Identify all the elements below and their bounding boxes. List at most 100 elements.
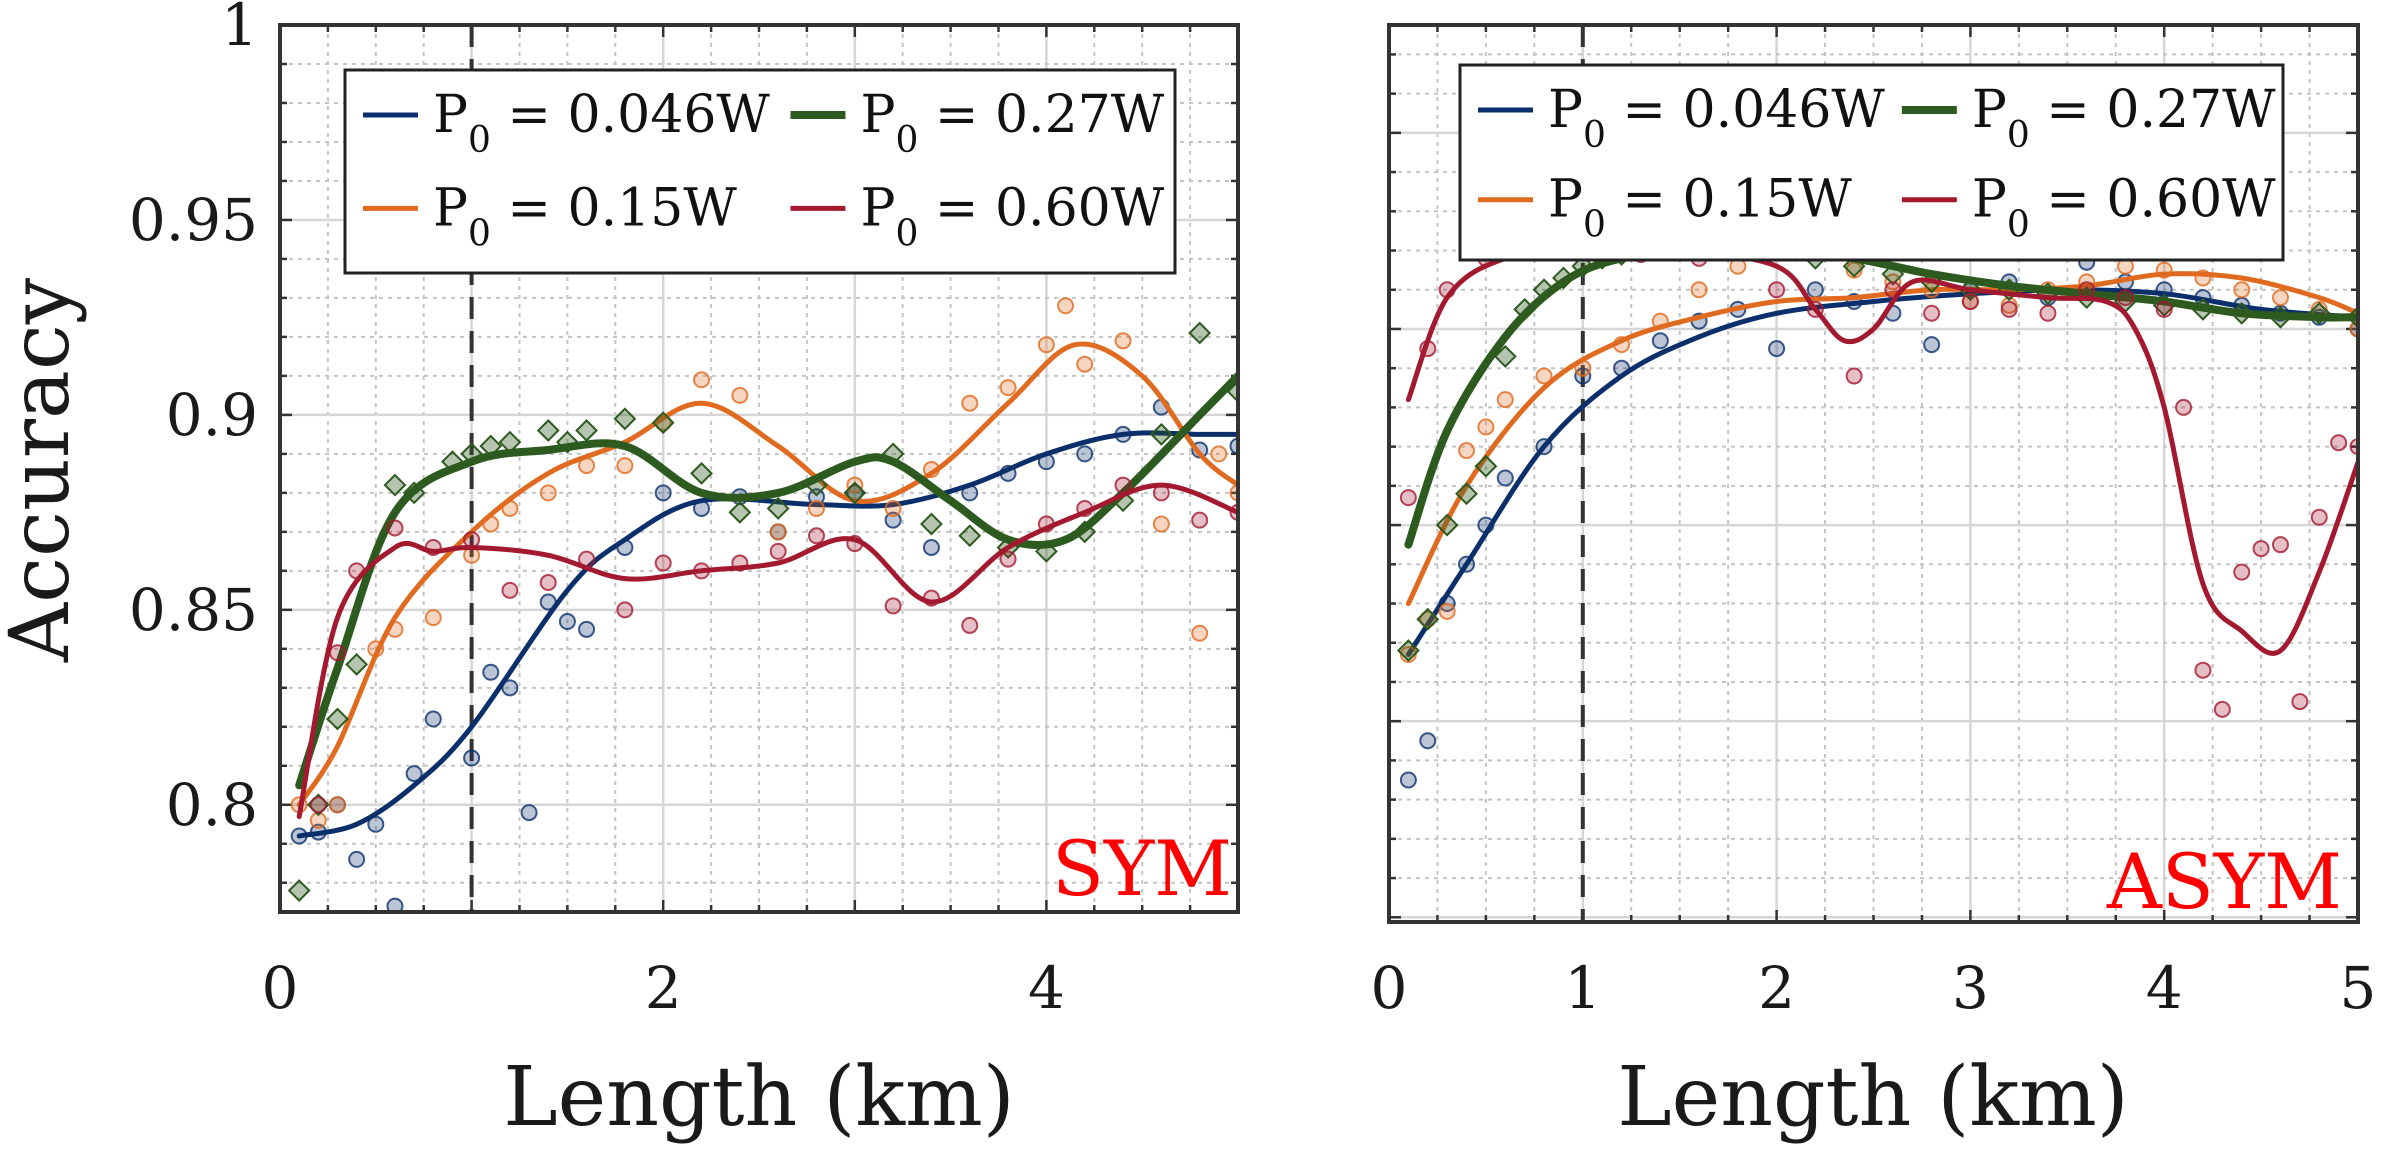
sym-point-015w [539, 484, 557, 502]
asym-point-060w [2116, 289, 2134, 307]
sym-point-027w [536, 419, 560, 442]
asym-point-060w [2233, 563, 2251, 581]
asym-legend-subscript: 0 [1583, 115, 1606, 156]
asym-legend-subscript: 0 [2007, 115, 2030, 156]
sym-point-015w [731, 386, 749, 404]
sym-legend-value: = 0.15W [491, 178, 737, 238]
sym-point-015w [328, 796, 346, 814]
asym-point-060w [2310, 508, 2328, 526]
asym-x-tick-label: 2 [1758, 954, 1795, 1022]
sym-point-015w [1210, 445, 1228, 463]
asym-point-060w [2194, 661, 2212, 679]
asym-panel-label: ASYM [2106, 837, 2342, 926]
asym-point-015w [1438, 602, 1456, 620]
asym-legend-subscript: 0 [2007, 205, 2030, 246]
sym-x-tick-label: 4 [1028, 954, 1065, 1022]
sym-legend-subscript: 0 [468, 213, 491, 254]
asym-point-015w [1845, 261, 1863, 279]
sym-point-015w [846, 476, 864, 494]
sym-point-015w [1037, 336, 1055, 354]
sym-curve-060w [296, 482, 1237, 819]
sym-legend-value: = 0.27W [918, 85, 1164, 145]
sym-y-tick-label: 0.85 [129, 576, 258, 644]
sym-legend-box [343, 68, 1177, 275]
sym-point-027w [383, 473, 407, 497]
sym-point-027w [958, 524, 982, 548]
sym-point-0046w [884, 511, 902, 529]
asym-point-060w [1768, 281, 1786, 299]
asym-legend-p: P [1548, 80, 1583, 140]
asym-x-tick-label: 0 [1371, 954, 1408, 1022]
sym-y-tick-label: 1 [221, 0, 258, 59]
asym-point-060w [2349, 438, 2356, 455]
asym-point-060w [2000, 300, 2018, 318]
sym-plot-frame [278, 23, 1240, 914]
sym-point-015w [1114, 332, 1132, 350]
asym-point-060w [2252, 540, 2270, 558]
sym-point-0046w [1229, 437, 1237, 455]
asym-point-060w [2213, 700, 2231, 718]
sym-point-015w [1076, 355, 1094, 373]
sym-y-tick-label: 0.95 [129, 186, 258, 254]
asym-point-015w [1419, 610, 1437, 628]
sym-series-group [287, 297, 1237, 910]
asym-point-060w [2271, 536, 2289, 554]
sym-point-027w [1188, 321, 1212, 345]
sym-point-027w [345, 653, 369, 676]
sym-point-027w [1149, 422, 1173, 446]
asym-point-060w [1399, 489, 1417, 507]
sym-point-015w [999, 379, 1017, 397]
sym-point-060w [616, 601, 634, 619]
sym-x-tick-label: 0 [262, 954, 299, 1022]
asym-curve-0046w [1405, 287, 2356, 657]
asym-point-060w [2175, 398, 2193, 416]
sym-point-060w [961, 616, 979, 634]
sym-point-060w [654, 554, 672, 572]
sym-point-060w [328, 644, 346, 662]
asym-legend-p: P [1972, 80, 2007, 140]
sym-panel-label: SYM [1052, 824, 1232, 913]
asym-point-015w [1399, 646, 1417, 664]
asym-point-060w [1845, 367, 1863, 385]
asym-legend-value: = 0.046W [1606, 80, 1885, 140]
asym-point-027w [1455, 482, 1478, 506]
asym-point-015w [1496, 391, 1514, 409]
asym-legend-subscript: 0 [1583, 205, 1606, 246]
sym-point-015w [1152, 515, 1170, 533]
sym-point-060w [999, 550, 1017, 568]
sym-point-060w [501, 581, 519, 599]
sym-point-015w [961, 394, 979, 412]
asym-x-tick-label: 3 [1952, 954, 1989, 1022]
asym-point-0046w [1419, 732, 1437, 750]
asym-legend-value: = 0.15W [1606, 170, 1852, 230]
asym-point-0046w [1806, 281, 1824, 299]
sym-legend-p: P [433, 85, 468, 145]
asym-point-015w [1458, 442, 1476, 460]
asym-plot-frame [1387, 23, 2360, 924]
sym-x-tick-label: 2 [645, 954, 682, 1022]
asym-legend-value: = 0.60W [2030, 170, 2276, 230]
sym-tick-labels: 0 2 4 0.8 0.85 0.9 0.95 1 [129, 0, 1065, 1022]
sym-chart-panel: 0 2 40.80.850.90.951 Length (km) Accuracy … [0, 0, 1240, 1145]
asym-point-0046w [1399, 771, 1417, 789]
sym-point-060w [1191, 511, 1209, 529]
sym-point-015w [424, 609, 442, 627]
sym-legend-label: P0 = 0.15W [433, 178, 737, 254]
sym-legend-label: P0 = 0.60W [860, 178, 1164, 254]
sym-point-0046w [386, 897, 404, 910]
sym-point-015w [807, 499, 825, 517]
sym-point-0046w [424, 710, 442, 728]
sym-point-060w [884, 597, 902, 615]
asym-point-015w [2233, 281, 2251, 299]
asym-legend-value: = 0.27W [2030, 80, 2276, 140]
sym-point-0046w [501, 679, 519, 697]
asym-curve-015w [1405, 271, 2356, 606]
asym-point-015w [2349, 320, 2356, 338]
asym-point-060w [2155, 300, 2173, 318]
asym-point-0046w [1923, 336, 1941, 354]
sym-point-027w [728, 500, 752, 524]
asym-x-axis-label: Length (km) [1617, 1050, 2129, 1145]
asym-point-027w [1474, 454, 1498, 478]
asym-point-015w [1690, 281, 1708, 299]
